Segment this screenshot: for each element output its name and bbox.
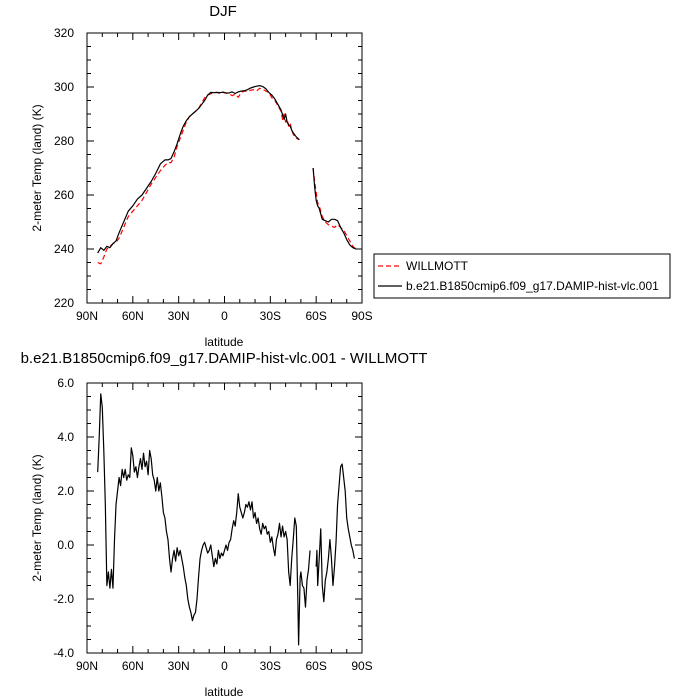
temperature-y-tick-label-2: 260 <box>54 188 74 202</box>
temperature-series-0-segment-1 <box>312 167 357 250</box>
temperature-y-tick-label-3: 280 <box>54 134 74 148</box>
temperature-axis-ticks: 90N 60N 30N 0 30S 60S 90S 220 240 260 280 300 320 <box>54 26 373 323</box>
legend-label-model: b.e21.B1850cmip6.f09_g17.DAMIP-hist-vlc.… <box>406 279 659 293</box>
temperature-y-tick-label-1: 240 <box>54 242 74 256</box>
temperature-x-tick-label-3: 0 <box>221 309 228 323</box>
temperature-plot-frame <box>86 32 363 304</box>
difference-chart-title: b.e21.B1850cmip6.f09_g17.DAMIP-hist-vlc.… <box>21 350 428 367</box>
temperature-x-tick-label-6: 90S <box>351 309 372 323</box>
temperature-y-tick-label-0: 220 <box>54 296 74 310</box>
temperature-x-tick-label-5: 60S <box>305 309 326 323</box>
difference-x-tick-label-6: 90S <box>351 659 372 673</box>
difference-y-tick-label-3: 2.0 <box>57 484 74 498</box>
temperature-y-tick-label-4: 300 <box>54 80 74 94</box>
temperature-series-1-segment-1 <box>312 167 357 250</box>
difference-plot-frame <box>86 382 363 654</box>
temperature-panel: DJF 90N 60N 30N 0 30S 60S 90S 220 240 260 280 300 32… <box>30 3 671 349</box>
temperature-series-1-segment-0 <box>97 85 300 254</box>
difference-x-tick-label-2: 30N <box>168 659 190 673</box>
difference-x-axis-label: latitude <box>205 685 244 699</box>
legend-label-willmott: WILLMOTT <box>406 259 469 273</box>
temperature-chart-title: DJF <box>209 3 237 20</box>
legend: WILLMOTT b.e21.B1850cmip6.f09_g17.DAMIP-… <box>373 253 671 299</box>
difference-y-tick-label-4: 4.0 <box>57 430 74 444</box>
difference-x-tick-label-0: 90N <box>76 659 98 673</box>
difference-lines <box>97 393 355 646</box>
temperature-lines <box>97 85 357 265</box>
difference-panel: b.e21.B1850cmip6.f09_g17.DAMIP-hist-vlc.… <box>21 350 428 699</box>
temperature-x-tick-label-0: 90N <box>76 309 98 323</box>
difference-x-tick-label-4: 30S <box>260 659 281 673</box>
temperature-series-0-segment-0 <box>97 87 300 265</box>
difference-x-tick-label-1: 60N <box>122 659 144 673</box>
difference-y-tick-label-1: -2.0 <box>53 592 74 606</box>
difference-x-tick-label-5: 60S <box>305 659 326 673</box>
difference-series-0-segment-0 <box>97 393 311 646</box>
difference-x-tick-label-3: 0 <box>221 659 228 673</box>
difference-y-tick-label-5: 6.0 <box>57 376 74 390</box>
temperature-x-tick-label-1: 60N <box>122 309 144 323</box>
difference-y-tick-label-2: 0.0 <box>57 538 74 552</box>
temperature-x-axis-label: latitude <box>205 335 244 349</box>
temperature-y-axis-label: 2-meter Temp (land) (K) <box>30 104 44 231</box>
difference-series-0-segment-1 <box>315 463 355 603</box>
difference-y-tick-label-0: -4.0 <box>53 646 74 660</box>
temperature-x-tick-label-4: 30S <box>260 309 281 323</box>
temperature-x-tick-label-2: 30N <box>168 309 190 323</box>
temperature-y-tick-label-5: 320 <box>54 26 74 40</box>
difference-axis-ticks: 90N 60N 30N 0 30S 60S 90S -4.0 -2.0 0.0 2.0 4.0 6.0 <box>53 376 372 673</box>
difference-y-axis-label: 2-meter Temp (land) (K) <box>30 454 44 581</box>
legend-box <box>373 253 671 299</box>
